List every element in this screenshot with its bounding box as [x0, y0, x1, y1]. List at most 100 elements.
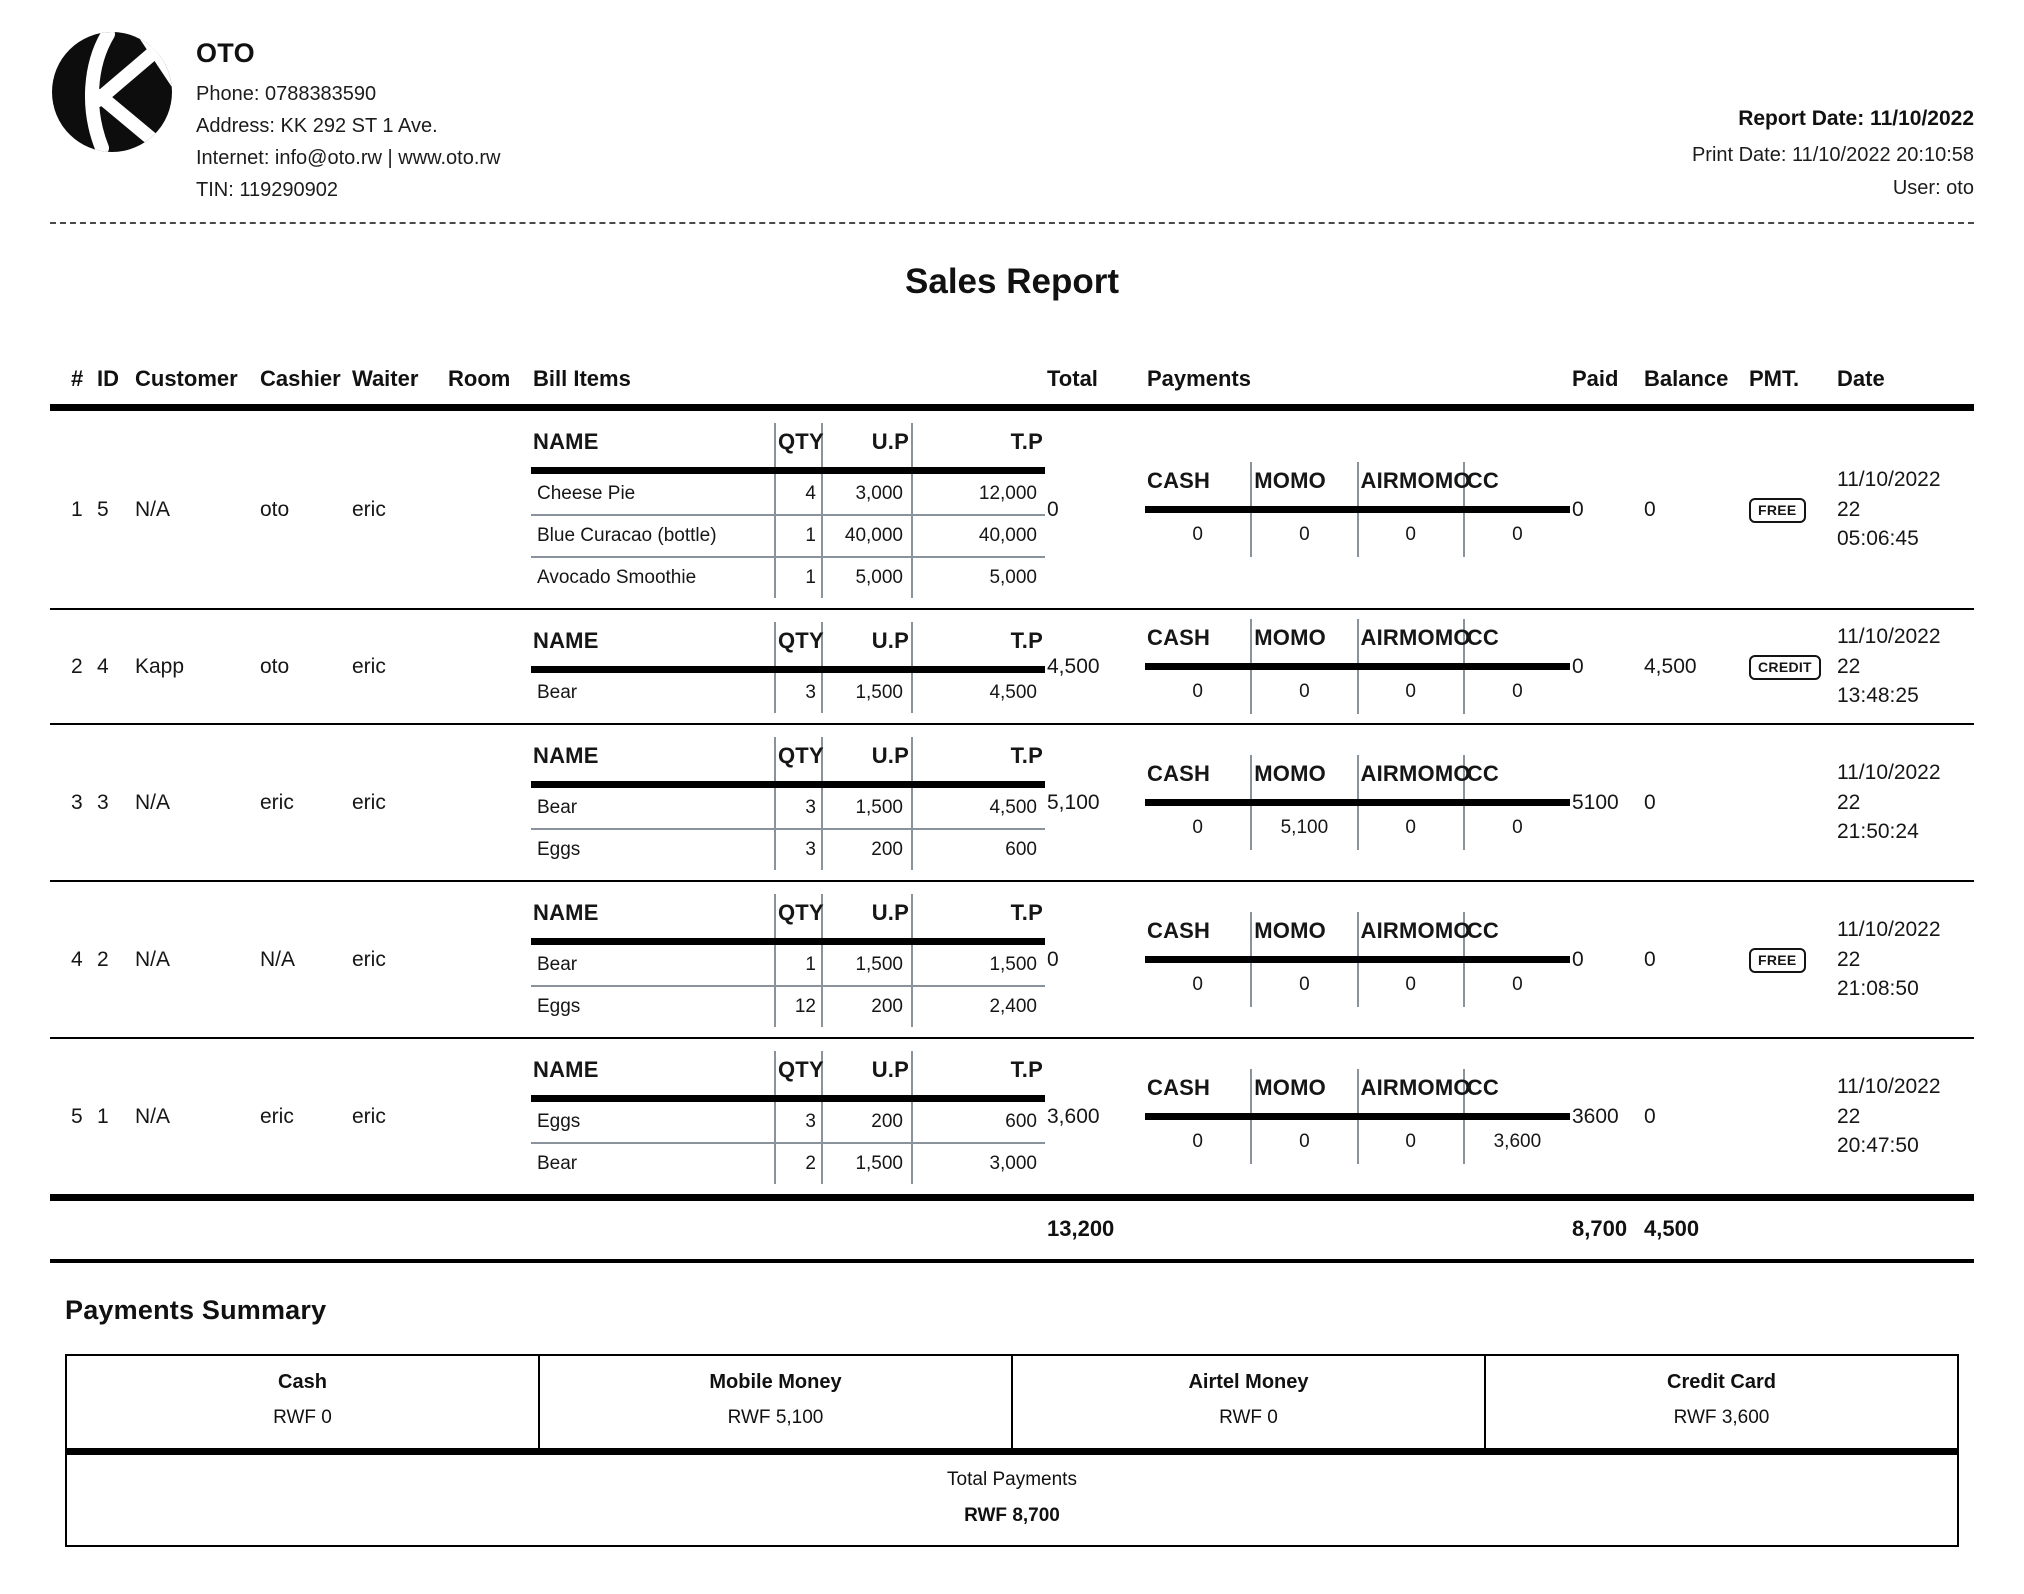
report-meta: Report Date: 11/10/2022 Print Date: 11/1…	[1692, 107, 1974, 206]
bill-col-tp: T.P	[911, 1051, 1045, 1102]
item-qty: 4	[774, 470, 822, 515]
bill-item-row: Avocado Smoothie 1 5,000 5,000	[531, 556, 1045, 598]
item-total-price: 600	[911, 828, 1045, 870]
cell-date: 11/10/2022 22 20:47:50	[1835, 1038, 1974, 1201]
cell-num: 3	[50, 724, 95, 882]
summary-credit-card-cell: Credit Card RWF 3,600	[1484, 1354, 1959, 1453]
table-row: 4 2 N/A N/A eric NAME QTY U.P T.P	[50, 881, 1974, 1039]
pay-momo: 0	[1250, 959, 1358, 1007]
payments-summary-heading: Payments Summary	[65, 1295, 327, 1325]
pay-momo: 0	[1250, 666, 1358, 714]
bill-items-table: NAME QTY U.P T.P Bear 3 1,500 4,500	[531, 737, 1045, 870]
payments-values: 0 0 0 0	[1145, 509, 1570, 557]
summary-cash-value: RWF 0	[273, 1407, 332, 1428]
summary-cash-cell: Cash RWF 0	[65, 1354, 540, 1453]
item-name: Eggs	[531, 985, 775, 1027]
cell-cashier: eric	[258, 1038, 350, 1201]
item-unit-price: 1,500	[821, 669, 912, 713]
item-qty: 3	[774, 669, 822, 713]
bill-col-qty: QTY	[774, 622, 824, 673]
sales-table: # ID Customer Cashier Waiter Room Bill I…	[50, 360, 1974, 1263]
pay-col-momo: MOMO	[1250, 755, 1358, 806]
col-header-id: ID	[95, 360, 133, 411]
table-row: 3 3 N/A eric eric NAME QTY U.P T.P	[50, 724, 1974, 882]
item-unit-price: 1,500	[821, 1142, 912, 1184]
pay-col-momo: MOMO	[1250, 1069, 1358, 1120]
pay-cash: 0	[1192, 974, 1203, 995]
bill-item-row: Eggs 12 200 2,400	[531, 985, 1045, 1027]
summary-mobile-money-value: RWF 5,100	[727, 1407, 824, 1428]
col-header-paid: Paid	[1570, 360, 1642, 411]
cell-bill-items: NAME QTY U.P T.P Bear 3 1,500 4,500	[531, 609, 1045, 725]
bill-col-qty: QTY	[774, 423, 824, 474]
item-name: Blue Curacao (bottle)	[531, 514, 775, 557]
date-line: 21:08:50	[1837, 977, 1919, 1001]
bill-col-up: U.P	[821, 622, 912, 673]
cell-customer: N/A	[133, 881, 258, 1039]
bill-col-qty: QTY	[774, 894, 824, 945]
cell-payments: CASH MOMO AIRMOMO CC 0 0 0 0	[1145, 609, 1570, 725]
item-unit-price: 40,000	[821, 514, 912, 557]
cell-cashier: N/A	[258, 881, 350, 1039]
cell-date: 11/10/2022 22 21:08:50	[1835, 881, 1974, 1039]
cell-pmt	[1747, 724, 1835, 882]
pay-momo: 0	[1250, 509, 1358, 557]
item-total-price: 5,000	[911, 556, 1045, 598]
payments-header: CASH MOMO AIRMOMO CC	[1145, 619, 1570, 670]
date-line: 13:48:25	[1837, 684, 1919, 708]
sales-table-header-row: # ID Customer Cashier Waiter Room Bill I…	[50, 360, 1974, 411]
cell-pmt: FREE	[1747, 407, 1835, 610]
cell-waiter: eric	[350, 407, 446, 610]
cell-paid: 0	[1570, 881, 1642, 1039]
cell-balance: 0	[1642, 407, 1747, 610]
cell-payments: CASH MOMO AIRMOMO CC 0 0 0 0	[1145, 881, 1570, 1039]
cell-customer: N/A	[133, 1038, 258, 1201]
cell-num: 2	[50, 609, 95, 725]
bill-item-row: Bear 2 1,500 3,000	[531, 1142, 1045, 1184]
cell-date: 11/10/2022 22 13:48:25	[1835, 609, 1974, 725]
cell-customer: N/A	[133, 724, 258, 882]
bill-item-row: Bear 1 1,500 1,500	[531, 941, 1045, 986]
cell-balance: 0	[1642, 724, 1747, 882]
cell-balance: 4,500	[1642, 609, 1747, 725]
item-total-price: 1,500	[911, 941, 1045, 986]
cell-bill-items: NAME QTY U.P T.P Bear 3 1,500 4,500	[531, 724, 1045, 882]
cell-room	[446, 609, 531, 725]
item-unit-price: 3,000	[821, 470, 912, 515]
item-qty: 3	[774, 1098, 822, 1143]
item-qty: 1	[774, 941, 822, 986]
bill-col-name: NAME	[531, 1051, 775, 1102]
pay-momo: 0	[1250, 1116, 1358, 1164]
summary-credit-card-value: RWF 3,600	[1673, 1407, 1770, 1428]
summary-mobile-money-cell: Mobile Money RWF 5,100	[538, 1354, 1013, 1453]
cell-room	[446, 407, 531, 610]
cell-room	[446, 1038, 531, 1201]
company-address: Address: KK 292 ST 1 Ave.	[196, 115, 438, 137]
cell-cashier: eric	[258, 724, 350, 882]
item-name: Bear	[537, 682, 578, 703]
company-info: OTO Phone: 0788383590 Address: KK 292 ST…	[196, 30, 501, 206]
pay-col-cc: CC	[1462, 1069, 1570, 1120]
item-name: Bear	[537, 797, 578, 818]
col-header-cashier: Cashier	[258, 360, 350, 411]
date-line: 22	[1837, 1104, 1861, 1128]
bill-col-tp: T.P	[911, 894, 1045, 945]
cell-waiter: eric	[350, 724, 446, 882]
company-internet: Internet: info@oto.rw | www.oto.rw	[196, 147, 501, 169]
item-unit-price: 1,500	[821, 784, 912, 829]
totals-spacer	[50, 1197, 1045, 1263]
cell-id: 3	[95, 724, 133, 882]
cell-waiter: eric	[350, 609, 446, 725]
payments-header: CASH MOMO AIRMOMO CC	[1145, 1069, 1570, 1120]
pay-col-cc: CC	[1462, 755, 1570, 806]
pay-col-cash: CASH	[1145, 912, 1252, 963]
cell-bill-items: NAME QTY U.P T.P Cheese Pie 4 3,000 12,0…	[531, 407, 1045, 610]
summary-mobile-money-label: Mobile Money	[709, 1371, 842, 1393]
pay-col-cash: CASH	[1145, 1069, 1252, 1120]
cell-pmt: CREDIT	[1747, 609, 1835, 725]
item-unit-price: 200	[821, 1098, 912, 1143]
item-qty: 1	[774, 514, 822, 557]
summary-airtel-money-value: RWF 0	[1219, 1407, 1278, 1428]
bill-col-name: NAME	[531, 737, 775, 788]
pay-col-airmomo: AIRMOMO	[1356, 462, 1470, 513]
